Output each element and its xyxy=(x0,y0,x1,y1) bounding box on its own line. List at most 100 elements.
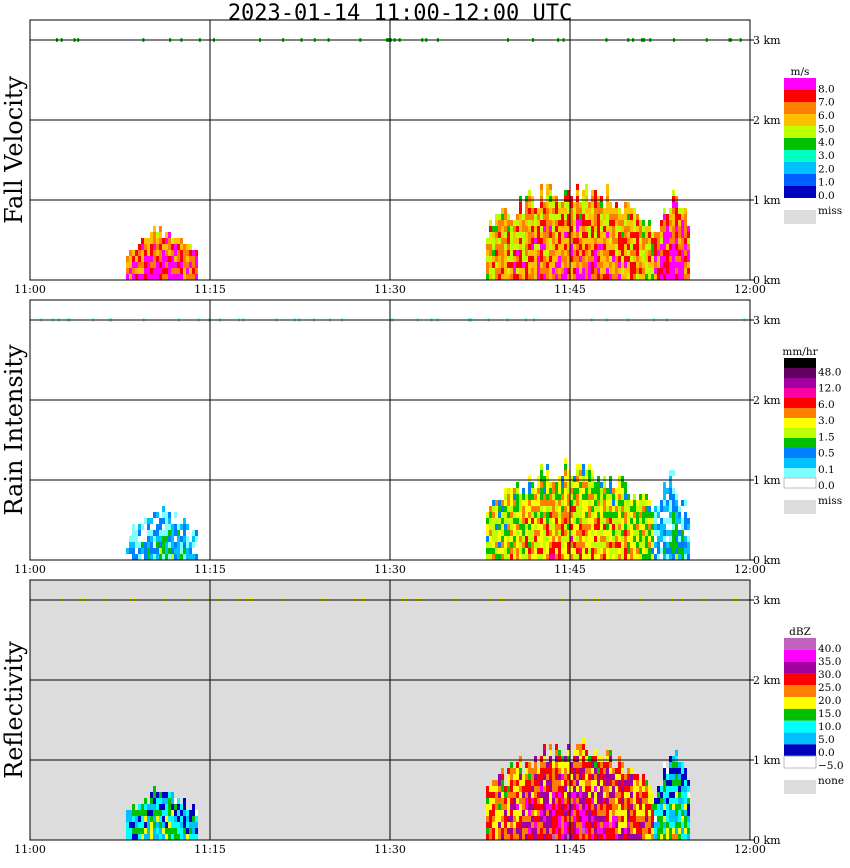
echo-cell xyxy=(597,512,600,518)
echo-cell xyxy=(495,780,498,786)
echo-cell xyxy=(168,536,171,542)
echo-cell xyxy=(564,214,567,220)
echo-cell xyxy=(573,804,576,810)
echo-cell xyxy=(582,244,585,250)
echo-cell xyxy=(489,250,492,256)
echo-cell xyxy=(147,834,150,840)
echo-cell xyxy=(621,506,624,512)
echo-cell xyxy=(669,512,672,518)
echo-cell xyxy=(546,542,549,548)
echo-cell xyxy=(168,554,171,560)
echo-cell xyxy=(609,780,612,786)
echo-cell xyxy=(507,804,510,810)
echo-cell xyxy=(540,500,543,506)
echo-cell xyxy=(501,506,504,512)
echo-cell xyxy=(552,780,555,786)
echo-cell xyxy=(606,488,609,494)
echo-cell xyxy=(570,196,573,202)
echo-cell xyxy=(654,816,657,822)
echo-cell xyxy=(516,494,519,500)
echo-cell xyxy=(546,500,549,506)
echo-cell xyxy=(666,214,669,220)
echo-cell xyxy=(528,214,531,220)
echo-cell xyxy=(168,250,171,256)
echo-cell xyxy=(573,244,576,250)
echo-cell xyxy=(525,548,528,554)
echo-cell xyxy=(639,274,642,280)
echo-cell xyxy=(579,226,582,232)
echo-cell xyxy=(663,798,666,804)
echo-cell xyxy=(639,542,642,548)
echo-cell xyxy=(153,822,156,828)
echo-cell xyxy=(654,244,657,250)
echo-cell xyxy=(582,542,585,548)
echo-cell xyxy=(564,548,567,554)
echo-cell xyxy=(546,798,549,804)
echo-cell xyxy=(669,548,672,554)
echo-cell xyxy=(543,476,546,482)
echo-cell xyxy=(585,810,588,816)
echo-cell xyxy=(618,798,621,804)
echo-cell xyxy=(525,780,528,786)
echo-cell xyxy=(516,244,519,250)
echo-cell xyxy=(624,786,627,792)
x-tick-label: 11:15 xyxy=(194,283,226,296)
echo-cell xyxy=(663,774,666,780)
echo-cell xyxy=(498,256,501,262)
echo-cell xyxy=(192,816,195,822)
echo-cell xyxy=(675,762,678,768)
echo-cell xyxy=(171,244,174,250)
echo-cell xyxy=(165,828,168,834)
echo-cell xyxy=(561,512,564,518)
echo-cell xyxy=(642,828,645,834)
echo-cell xyxy=(180,542,183,548)
echo-cell xyxy=(129,262,132,268)
echo-cell xyxy=(489,810,492,816)
echo-cell xyxy=(543,262,546,268)
echo-cell xyxy=(552,822,555,828)
echo-cell xyxy=(534,834,537,840)
echo-cell xyxy=(528,262,531,268)
echo-cell xyxy=(552,250,555,256)
echo-cell xyxy=(165,810,168,816)
echo-cell xyxy=(135,262,138,268)
echo-cell xyxy=(555,804,558,810)
echo-cell xyxy=(549,822,552,828)
echo-cell xyxy=(633,250,636,256)
echo-cell xyxy=(561,542,564,548)
echo-cell xyxy=(531,208,534,214)
echo-cell xyxy=(657,786,660,792)
echo-cell xyxy=(558,208,561,214)
colorbar-swatch xyxy=(784,468,816,478)
echo-cell xyxy=(633,220,636,226)
echo-cell xyxy=(549,262,552,268)
echo-cell xyxy=(579,780,582,786)
echo-cell xyxy=(597,536,600,542)
echo-cell xyxy=(687,262,690,268)
echo-cell xyxy=(540,196,543,202)
echo-cell xyxy=(639,500,642,506)
echo-cell xyxy=(504,268,507,274)
echo-cell xyxy=(546,238,549,244)
echo-cell xyxy=(633,798,636,804)
echo-cell xyxy=(528,190,531,196)
echo-cell xyxy=(546,202,549,208)
echo-cell xyxy=(555,810,558,816)
echo-cell xyxy=(585,822,588,828)
echo-cell xyxy=(552,232,555,238)
echo-cell xyxy=(489,232,492,238)
echo-cell xyxy=(141,518,144,524)
echo-cell xyxy=(627,244,630,250)
echo-cell xyxy=(594,214,597,220)
echo-cell xyxy=(165,792,168,798)
echo-cell xyxy=(177,262,180,268)
echo-cell xyxy=(159,250,162,256)
echo-cell xyxy=(171,542,174,548)
echo-cell xyxy=(129,548,132,554)
echo-cell xyxy=(636,244,639,250)
echo-cell xyxy=(558,816,561,822)
echo-cell xyxy=(183,810,186,816)
echo-cell xyxy=(642,268,645,274)
echo-cell xyxy=(540,768,543,774)
echo-cell xyxy=(642,548,645,554)
